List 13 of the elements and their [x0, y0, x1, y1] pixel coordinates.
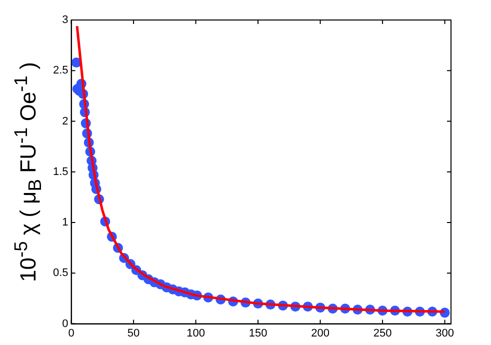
y-tick-label: 3	[62, 14, 68, 26]
x-tick-label: 300	[436, 327, 454, 340]
y-tick-label: 2	[62, 115, 68, 128]
y-tick-label: 0.5	[52, 267, 68, 280]
x-tick-label: 200	[311, 327, 330, 340]
y-tick-label: 1	[62, 216, 68, 229]
y-tick-label: 1.5	[52, 166, 68, 178]
x-tick-label: 100	[186, 327, 205, 340]
y-tick-label: 2.5	[52, 64, 68, 77]
x-tick-label: 50	[127, 327, 140, 340]
y-tick-label: 0	[62, 318, 68, 330]
x-tick-label: 150	[248, 327, 268, 340]
x-tick-label: 250	[373, 327, 392, 340]
